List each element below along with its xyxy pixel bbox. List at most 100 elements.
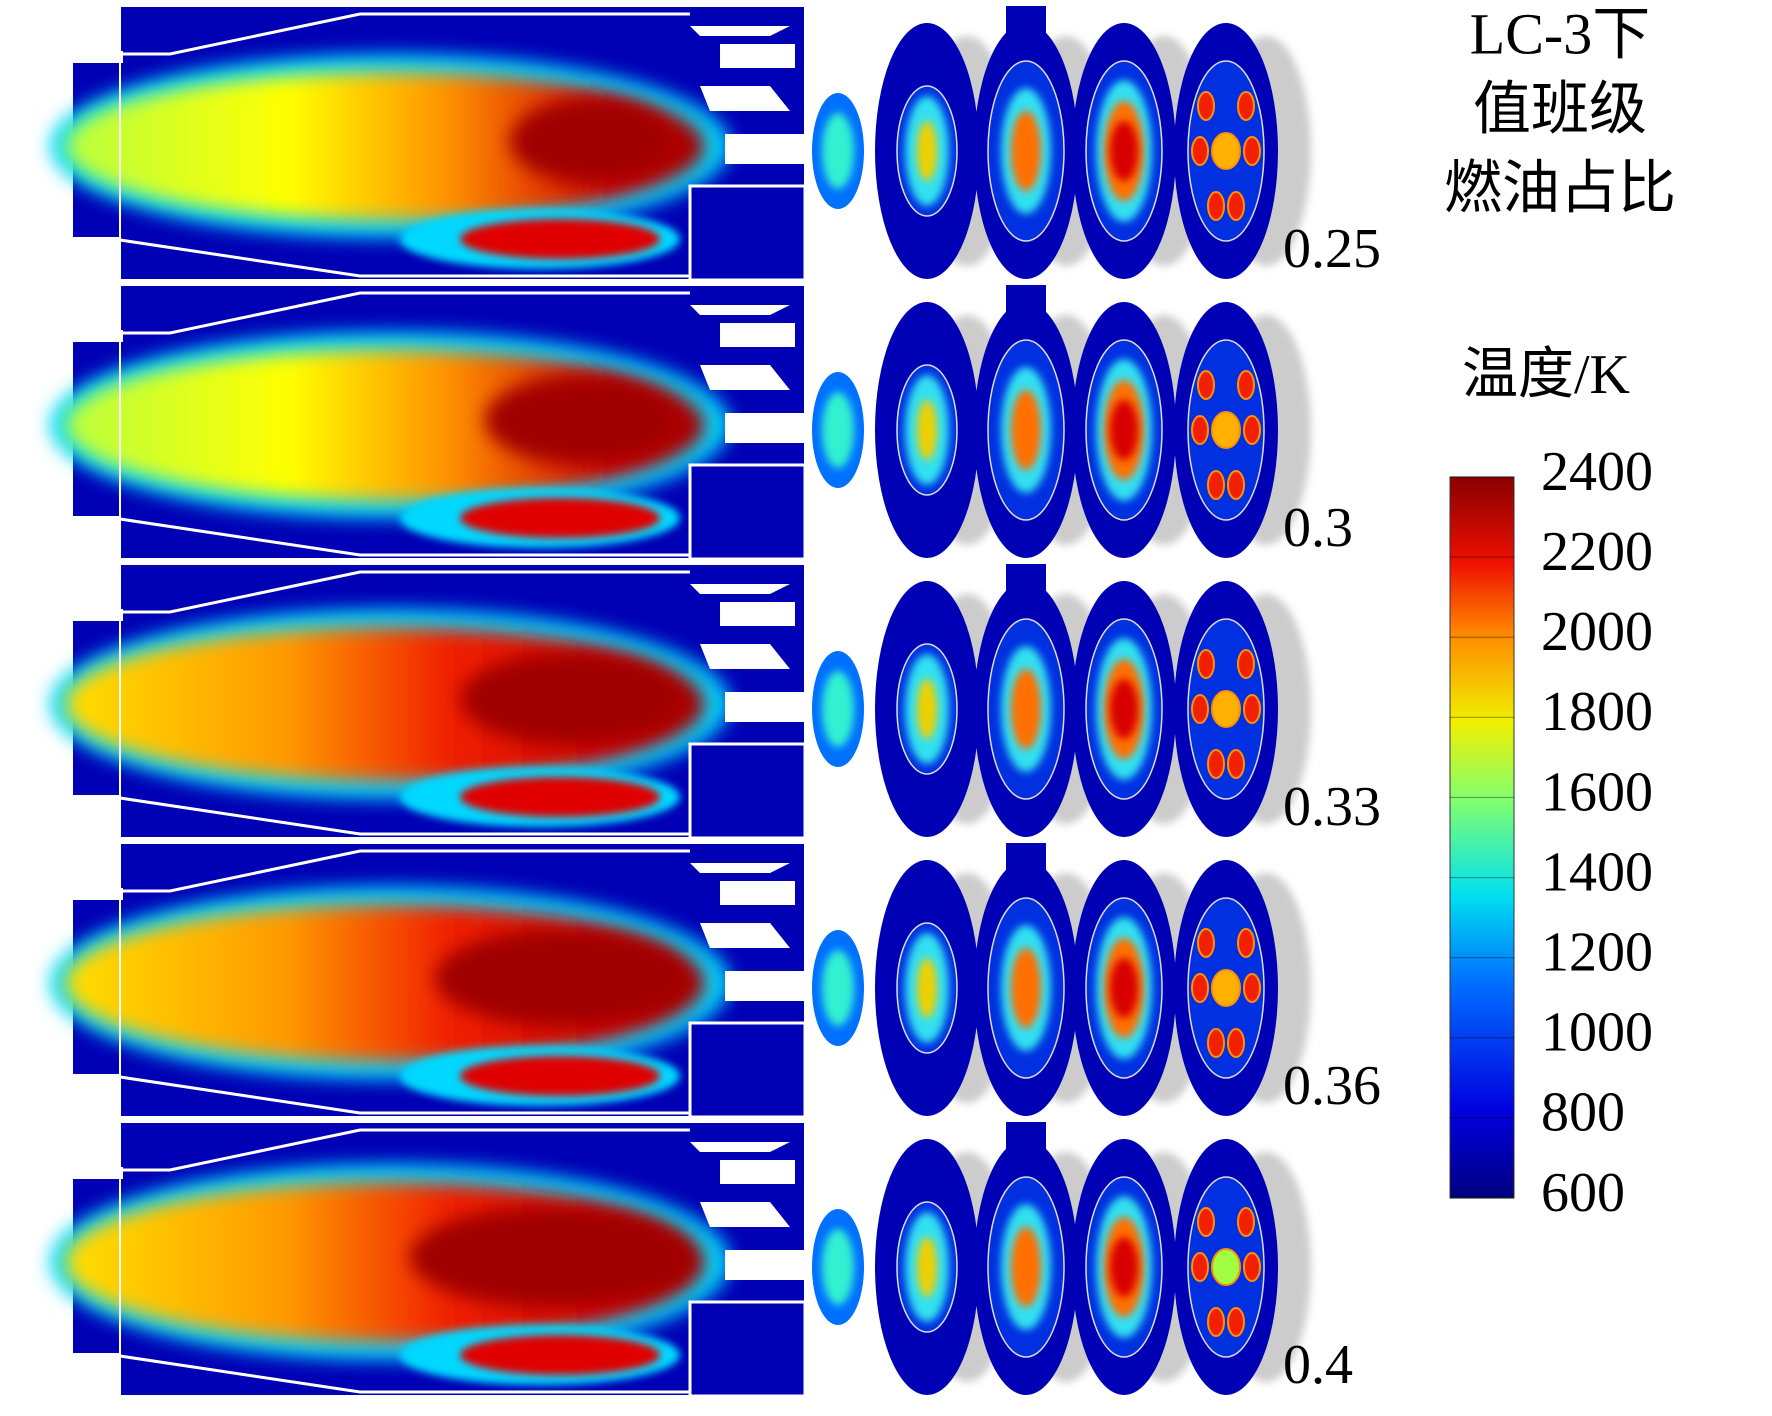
injector-blob	[1191, 973, 1209, 1003]
inlet-edge	[73, 330, 123, 342]
section-ring	[1187, 897, 1265, 1079]
lower-flame	[460, 777, 660, 817]
liner	[120, 291, 690, 335]
section-ring	[896, 364, 958, 496]
ratio-label: 0.4	[1283, 1334, 1353, 1396]
lower-flame	[460, 1335, 660, 1375]
injector-blob	[1237, 928, 1255, 958]
liner	[119, 1075, 690, 1115]
section-ring	[896, 922, 958, 1054]
blob	[917, 400, 937, 460]
row	[50, 842, 1311, 1119]
title-line: 燃油占比	[1444, 155, 1676, 220]
flame-core	[510, 99, 670, 183]
section-small-core	[822, 392, 854, 468]
injector-blob	[1243, 1252, 1261, 1282]
contour-panels	[50, 5, 1311, 1398]
lower-flame	[460, 498, 660, 538]
colorbar-tick-label: 1800	[1541, 681, 1653, 743]
swirler	[720, 881, 795, 905]
section-small-core	[822, 1229, 854, 1305]
swirler	[725, 413, 805, 443]
section-ring	[987, 339, 1065, 521]
liner	[120, 570, 690, 614]
swirler	[720, 1160, 795, 1184]
swirler	[725, 971, 805, 1001]
colorbar	[1449, 476, 1515, 1199]
injector-blob	[1207, 470, 1225, 500]
section-ring	[896, 85, 958, 217]
colorbar-tick-label: 2200	[1541, 521, 1653, 583]
section-ring	[1085, 897, 1163, 1079]
section-ring	[987, 618, 1065, 800]
injector-blob	[1211, 690, 1241, 728]
colorbar-tick-label: 1200	[1541, 922, 1653, 984]
ratio-label: 0.36	[1283, 1055, 1381, 1117]
injector-blob	[1197, 928, 1215, 958]
panel-frame	[119, 284, 806, 560]
swirler	[725, 692, 805, 722]
injector-blob	[1243, 136, 1261, 166]
injector-blob	[1227, 1307, 1245, 1337]
injector-blob	[1237, 1207, 1255, 1237]
injector-blob	[1237, 370, 1255, 400]
section-ring	[1187, 1176, 1265, 1358]
blob-core	[1110, 400, 1138, 460]
blob	[1011, 1227, 1041, 1307]
injector-blob	[1237, 649, 1255, 679]
colorbar-tick-label: 2000	[1541, 601, 1653, 663]
injector-blob	[1243, 973, 1261, 1003]
injector-blob	[1227, 470, 1245, 500]
injector-blob	[1191, 415, 1209, 445]
injector-blob	[1197, 1207, 1215, 1237]
section-ring	[1187, 339, 1265, 521]
section-tab	[1006, 1122, 1046, 1152]
section-tab	[1006, 843, 1046, 873]
section-ring	[1187, 60, 1265, 242]
liner	[119, 1354, 690, 1394]
injector-blob	[1237, 91, 1255, 121]
injector-blob	[1197, 370, 1215, 400]
blob	[1011, 111, 1041, 191]
injector-blob	[1243, 694, 1261, 724]
row	[50, 284, 1311, 561]
blob-core	[1110, 958, 1138, 1018]
row	[50, 5, 1311, 282]
colorbar-tick-label: 800	[1541, 1082, 1625, 1144]
section-ring	[1085, 339, 1163, 521]
injector-blob	[1197, 91, 1215, 121]
section-ring	[987, 897, 1065, 1079]
lower-flame	[460, 1056, 660, 1096]
injector-blob	[1207, 1028, 1225, 1058]
blob	[917, 679, 937, 739]
section-ring	[1187, 618, 1265, 800]
section-ring	[1085, 60, 1163, 242]
wall	[688, 463, 807, 561]
swirler	[725, 134, 805, 164]
flame-core	[435, 930, 685, 1026]
section-ring	[1085, 1176, 1163, 1358]
liner	[120, 12, 690, 56]
lower-flame	[460, 219, 660, 259]
injector-blob	[1227, 749, 1245, 779]
colorbar-tick-label: 1000	[1541, 1002, 1653, 1064]
colorbar-tick-label: 2400	[1541, 441, 1653, 503]
ratio-label: 0.3	[1283, 497, 1353, 559]
wall	[688, 1021, 807, 1119]
ratio-label: 0.25	[1283, 218, 1381, 280]
section-ring	[896, 1201, 958, 1333]
liner	[119, 517, 690, 557]
blob	[1011, 669, 1041, 749]
blob	[1011, 948, 1041, 1028]
swirler	[720, 602, 795, 626]
title-line: 值班级	[1473, 76, 1647, 141]
section-ring	[987, 60, 1065, 242]
panel-frame	[119, 563, 806, 839]
row	[50, 563, 1311, 840]
swirler	[690, 305, 790, 390]
injector-blob	[1211, 969, 1241, 1007]
wall	[688, 1300, 807, 1398]
injector-blob	[1243, 415, 1261, 445]
